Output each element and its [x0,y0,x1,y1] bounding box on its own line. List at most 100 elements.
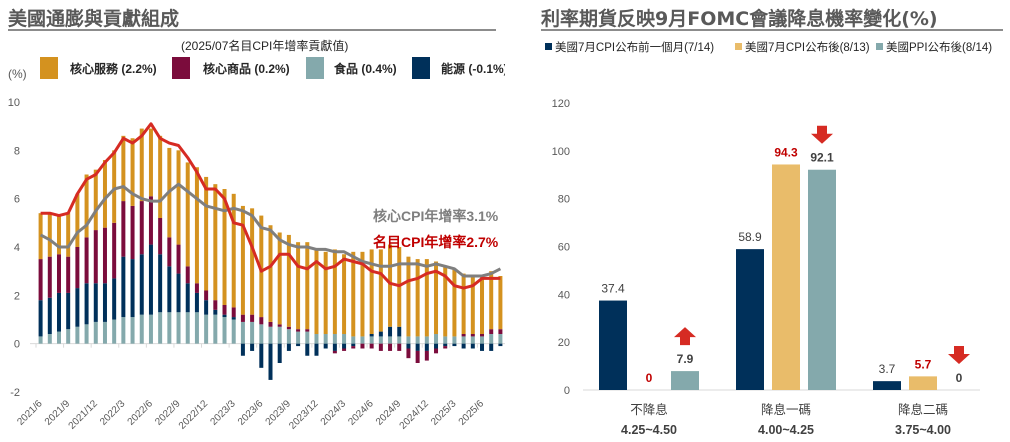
bar-segment [470,336,475,344]
bar-segment [332,343,337,351]
bar-segment [498,276,503,330]
bar-segment [277,326,282,344]
x-tick-label: 2025/6 [457,398,487,428]
bar-segment [351,346,356,349]
bar-segment [332,249,337,334]
bar-segment [93,230,98,284]
bar-segment [259,324,264,344]
bar [772,164,800,390]
bar-segment [240,343,245,356]
bar-segment [360,251,365,337]
bar-segment [397,326,402,337]
bar-segment [148,314,153,344]
bar-segment [277,232,282,325]
x-tick-label: 2024/3 [319,398,349,428]
y-tick-label: -2 [10,387,20,399]
right-bars: 不降息 4.25~4.50 37.4 0 7.9 降息一碼 4.00~4.25 58.9 94.… [599,125,970,437]
bar-segment [231,307,236,318]
category-range-label: 4.25~4.50 [621,423,677,437]
bar-segment [351,343,356,347]
bar-segment [461,343,466,349]
bar-segment [158,135,163,218]
data-label: 7.9 [677,352,694,366]
bar-segment [84,283,89,325]
bar-segment [314,334,319,344]
bar-segment [286,343,291,351]
bar-segment [498,334,503,344]
y-tick-label: 0 [564,385,570,397]
bar-segment [240,321,245,344]
legend-label-2: 食品 (0.4%) [333,61,397,76]
left-y-unit: (%) [8,67,27,81]
data-label: 0 [646,371,653,385]
data-label: 58.9 [738,230,762,244]
bar-segment [323,334,328,344]
bar-segment [406,348,411,359]
bar-segment [176,150,181,245]
bar [599,300,627,390]
bar-segment [470,334,475,337]
bar-segment [286,234,291,327]
bar-segment [130,138,135,206]
legend-swatch-2 [306,57,324,79]
bar-segment [332,334,337,344]
bar-segment [489,329,494,334]
bar-segment [461,273,466,334]
bar-segment [259,215,264,318]
bar [671,371,699,390]
bar [736,249,764,390]
bar-segment [167,237,172,267]
bar-segment [424,336,429,344]
bar-segment [434,348,439,354]
left-stacked-bars [38,128,503,380]
legend-swatch-2 [876,43,883,50]
bar-segment [38,259,43,301]
bar-segment [480,276,485,334]
bar-segment [176,273,181,313]
category-label: 降息一碼 [761,402,811,417]
bar-segment [443,346,448,349]
x-tick-label: 2024/6 [346,398,376,428]
bar-segment [93,321,98,344]
bar-segment [369,336,374,344]
bar-segment [461,334,466,337]
bar-segment [388,336,393,344]
y-tick-label: 10 [8,97,20,109]
bar-segment [351,251,356,337]
legend-label-1: 美國7月CPI公布後(8/13) [745,40,870,54]
bar-segment [185,266,190,284]
bar-segment [277,324,282,327]
bar-segment [66,329,71,344]
legend-label-0: 美國7月CPI公布前一個月(7/14) [555,40,714,54]
bar [808,169,836,390]
bar-segment [231,319,236,344]
bar-segment [112,319,117,344]
bar-segment [360,336,365,344]
right-title-rule [541,29,1003,31]
bar-segment [305,329,310,332]
bar-segment [56,215,61,255]
bar-segment [148,244,153,315]
y-tick-label: 100 [552,146,570,158]
category-range-label: 3.75~4.00 [895,423,951,437]
bar-segment [213,184,218,301]
x-tick-label: 2023/12 [287,398,321,432]
data-label: 5.7 [915,357,932,371]
left-chart-panel: 美國通膨與貢獻組成 (2025/07名目CPI年增率貢獻值) (%) 核心服務 … [8,8,505,432]
bar-segment [130,317,135,344]
bar-segment [185,162,190,267]
right-legend: 美國7月CPI公布前一個月(7/14) 美國7月CPI公布後(8/13) 美國PPI… [545,40,992,54]
bar-segment [296,329,301,332]
bar-segment [388,326,393,337]
y-tick-label: 40 [558,289,570,301]
bar-segment [378,331,383,337]
bar-segment [286,326,291,330]
bar-segment [75,288,80,327]
bar-segment [167,266,172,313]
bar-segment [415,343,420,351]
bar-segment [222,189,227,305]
bar-segment [452,268,457,337]
right-chart-panel: 利率期貨反映9月FOMC會議降息機率變化(%) 美國7月CPI公布前一個月(7/… [505,0,1010,442]
bar-segment [277,343,282,363]
bar-segment [38,300,43,337]
